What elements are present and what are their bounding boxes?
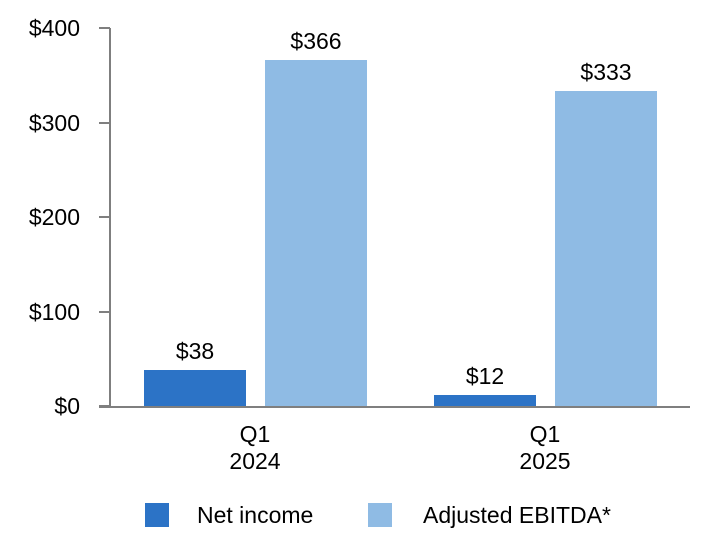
- y-axis-tick: [99, 311, 110, 313]
- x-category-label: Q1 2025: [519, 421, 571, 474]
- bar-value-label: $12: [465, 363, 505, 389]
- y-axis-tick-label: $100: [28, 299, 80, 325]
- y-axis-tick-label: $0: [54, 393, 80, 419]
- bar-value-label: $38: [175, 338, 215, 364]
- legend-label: Net income: [197, 502, 314, 528]
- bar-net-income: [144, 370, 246, 406]
- bar-adjusted-ebitda-: [555, 91, 657, 406]
- y-axis-tick-label: $400: [28, 15, 80, 41]
- x-category-label: Q1 2024: [229, 421, 281, 474]
- y-axis-line: [109, 28, 111, 408]
- legend-swatch-net-income: [145, 503, 169, 527]
- legend-swatch-adjusted-ebitda: [368, 503, 392, 527]
- y-axis-tick: [99, 216, 110, 218]
- legend-label: Adjusted EBITDA*: [423, 502, 611, 528]
- y-axis-tick-label: $200: [28, 204, 80, 230]
- bar-value-label: $366: [290, 28, 342, 54]
- y-axis-tick: [99, 122, 110, 124]
- bar-net-income: [434, 395, 536, 406]
- bar-value-label: $333: [580, 59, 632, 85]
- y-axis-tick-label: $300: [28, 110, 80, 136]
- y-axis-tick: [99, 27, 110, 29]
- x-axis-line: [99, 406, 690, 408]
- bar-adjusted-ebitda-: [265, 60, 367, 406]
